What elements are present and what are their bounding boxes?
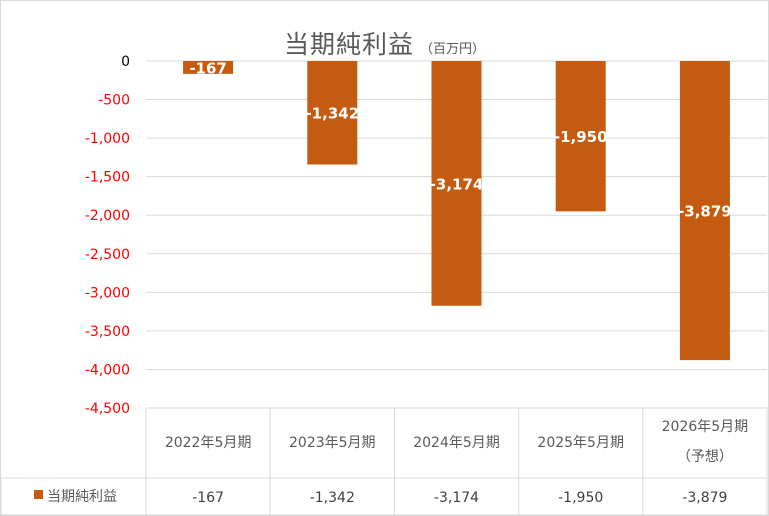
bar-data-label: -3,879 <box>678 203 732 221</box>
bar-data-label: -1,950 <box>554 128 608 146</box>
bar-data-label: -1,342 <box>305 105 359 123</box>
chart-title-text: 当期純利益 <box>283 30 414 59</box>
y-tick-label: -4,000 <box>85 362 130 378</box>
table-value: -3,879 <box>682 490 727 506</box>
bar <box>307 61 358 165</box>
x-category-label: 2022年5月期 <box>165 435 252 451</box>
chart-unit: （百万円） <box>420 42 486 57</box>
x-category-label: （予想） <box>677 449 733 465</box>
bar <box>183 61 234 74</box>
bar <box>431 61 482 306</box>
y-tick-label: -2,000 <box>85 208 130 224</box>
bar-data-label: -3,174 <box>430 175 484 193</box>
bar <box>555 61 606 212</box>
legend-series-name: 当期純利益 <box>47 489 117 505</box>
table-value: -1,342 <box>310 490 355 506</box>
x-category-label: 2024年5月期 <box>413 435 500 451</box>
y-tick-label: -1,000 <box>85 131 130 147</box>
y-tick-label: -500 <box>98 93 130 109</box>
y-tick-label: 0 <box>121 54 130 70</box>
y-tick-label: -3,000 <box>85 285 130 301</box>
x-category-label: 2026年5月期 <box>662 419 749 435</box>
y-tick-label: -2,500 <box>85 247 130 263</box>
x-category-label: 2025年5月期 <box>537 435 624 451</box>
legend-swatch <box>34 490 43 499</box>
chart-title: 当期純利益 （百万円） <box>1 25 768 61</box>
bar <box>679 61 730 361</box>
table-value: -167 <box>192 490 224 506</box>
y-tick-label: -4,500 <box>85 401 130 417</box>
table-value: -3,174 <box>434 490 479 506</box>
y-tick-label: -3,500 <box>85 324 130 340</box>
bar-data-label: -167 <box>189 59 227 77</box>
table-value: -1,950 <box>558 490 603 506</box>
x-category-label: 2023年5月期 <box>289 435 376 451</box>
y-tick-label: -1,500 <box>85 170 130 186</box>
